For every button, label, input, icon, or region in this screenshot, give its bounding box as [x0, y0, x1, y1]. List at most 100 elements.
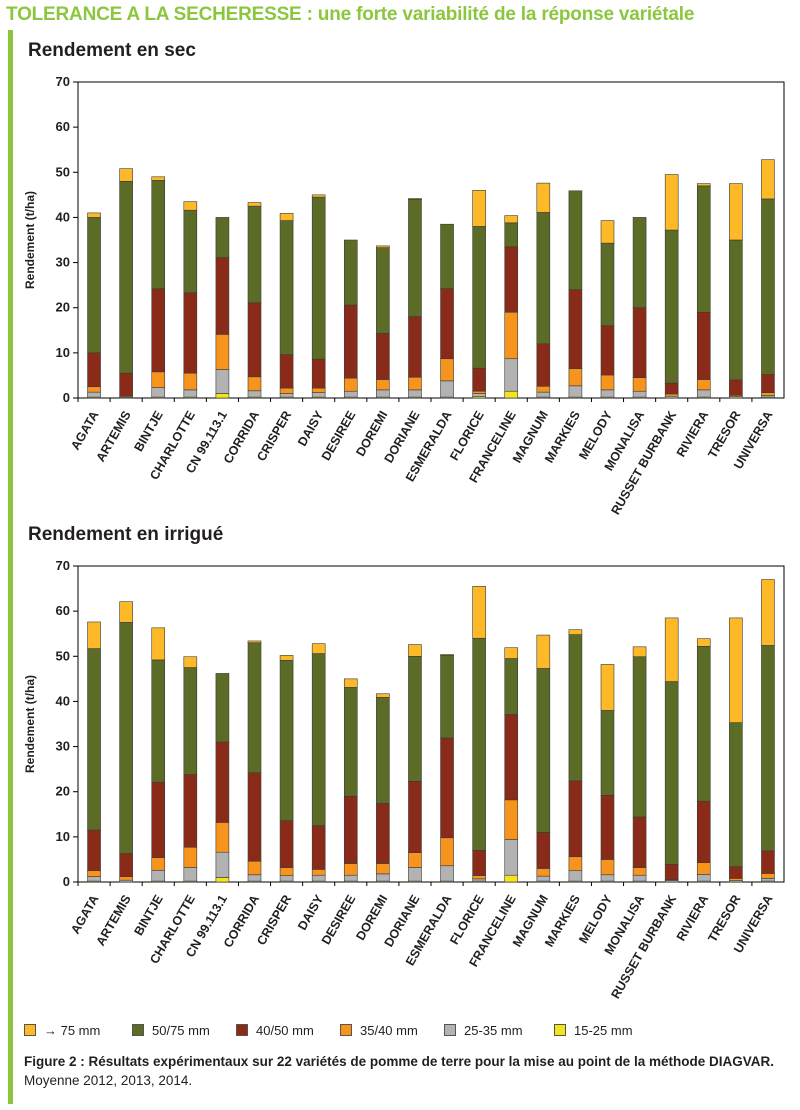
bar-segment [343, 795, 358, 864]
bar-segment [183, 201, 198, 211]
bar-segment [343, 687, 358, 797]
legend-swatch [24, 1024, 36, 1036]
bar-segment [632, 816, 647, 868]
bar-segment [440, 288, 454, 360]
bar-segment [279, 213, 294, 221]
chart-title-sec: Rendement en sec [28, 40, 196, 61]
bar-segment [504, 658, 519, 715]
bar-segment [761, 850, 775, 874]
bar-segment [600, 242, 615, 327]
bar-segment [376, 697, 390, 804]
bar-segment [376, 389, 390, 398]
bar-segment [247, 640, 262, 644]
bar-segment [311, 194, 326, 198]
bar-segment [87, 876, 101, 882]
bar-segment [440, 223, 454, 290]
bar-segment [151, 387, 166, 398]
legend-swatch [132, 1024, 144, 1036]
bar-segment [568, 385, 583, 398]
bar-segment [440, 737, 454, 839]
bar-segment [568, 856, 583, 872]
bar-segment [408, 316, 422, 378]
bar-segment [664, 382, 679, 395]
bar-segment [632, 874, 647, 882]
y-tick-label: 30 [56, 255, 70, 270]
y-tick-label: 40 [56, 693, 70, 708]
bar-segment [504, 839, 519, 876]
bar-segment [279, 820, 294, 868]
bar-segment [504, 799, 519, 840]
bar-segment [247, 772, 262, 862]
bar-segment [729, 239, 743, 381]
bar-segment [247, 642, 262, 774]
frame-accent-line [8, 30, 13, 1104]
bar-segment [600, 374, 615, 391]
bar-segment [440, 865, 454, 882]
bar-segment [536, 668, 551, 833]
y-tick-label: 60 [56, 119, 70, 134]
bar-segment [311, 387, 326, 393]
x-category-label: DAISY [295, 892, 327, 933]
bar-segment [183, 372, 198, 391]
bar-segment [664, 864, 679, 881]
bar-segment [632, 656, 647, 818]
y-tick-label: 50 [56, 164, 70, 179]
bar-segment [343, 239, 358, 306]
bar-segment [87, 352, 101, 388]
bar-segment [536, 875, 551, 882]
bar-segment [761, 392, 775, 396]
bar-segment [761, 198, 775, 375]
caption-normal: Moyenne 2012, 2013, 2014. [24, 1073, 193, 1088]
y-tick-label: 20 [56, 300, 70, 315]
bar-segment [343, 863, 358, 876]
bar-segment [215, 877, 230, 883]
bar-segment [504, 246, 519, 313]
bar-segment [408, 655, 422, 782]
bar-segment [87, 217, 101, 354]
bar-segment [440, 358, 454, 382]
bar-segment [729, 878, 743, 881]
bar-segment [87, 870, 101, 877]
bar-segment [408, 852, 422, 868]
bar-segment [87, 648, 101, 831]
bar-segment [247, 205, 262, 304]
bar-segment [183, 667, 198, 775]
bar-segment [504, 215, 519, 224]
bar-segment [440, 837, 454, 867]
bar-segment [183, 209, 198, 294]
legend: → 75 mm 50/75 mm 40/50 mm 35/40 mm 25-35 mm 1… [24, 1020, 784, 1042]
y-tick-label: 0 [63, 874, 70, 889]
legend-item: 50/75 mm [132, 1020, 210, 1040]
legend-swatch [554, 1024, 566, 1036]
figure-caption: Figure 2 : Résultats expérimentaux sur 2… [24, 1052, 784, 1090]
legend-item: 40/50 mm [236, 1020, 314, 1040]
bar-segment [87, 829, 101, 872]
bar-segment [151, 180, 166, 290]
bar-segment [247, 860, 262, 876]
bar-segment [536, 343, 551, 387]
bar-segment [151, 659, 166, 783]
bar-segment [600, 874, 615, 882]
x-category-label: AGATA [68, 409, 101, 453]
bar-segment [311, 643, 326, 654]
bar-segment [472, 367, 486, 392]
legend-label: 15-25 mm [574, 1022, 633, 1038]
bar-segment [729, 866, 743, 879]
bar-segment [761, 374, 775, 393]
bar-segment [408, 389, 422, 398]
legend-label: 25-35 mm [464, 1022, 523, 1038]
bar-segment [279, 655, 294, 661]
y-tick-label: 40 [56, 209, 70, 224]
bar-segment [343, 377, 358, 392]
bar-segment [664, 393, 679, 397]
bar-segment [215, 217, 230, 258]
bar-segment [279, 354, 294, 389]
bar-segment [343, 678, 358, 688]
bar-segment [343, 390, 358, 398]
bar-segment [600, 664, 615, 711]
bar-segment [536, 212, 551, 345]
bar-segment [183, 292, 198, 374]
bar-segment [376, 863, 390, 875]
bar-segment [600, 795, 615, 860]
